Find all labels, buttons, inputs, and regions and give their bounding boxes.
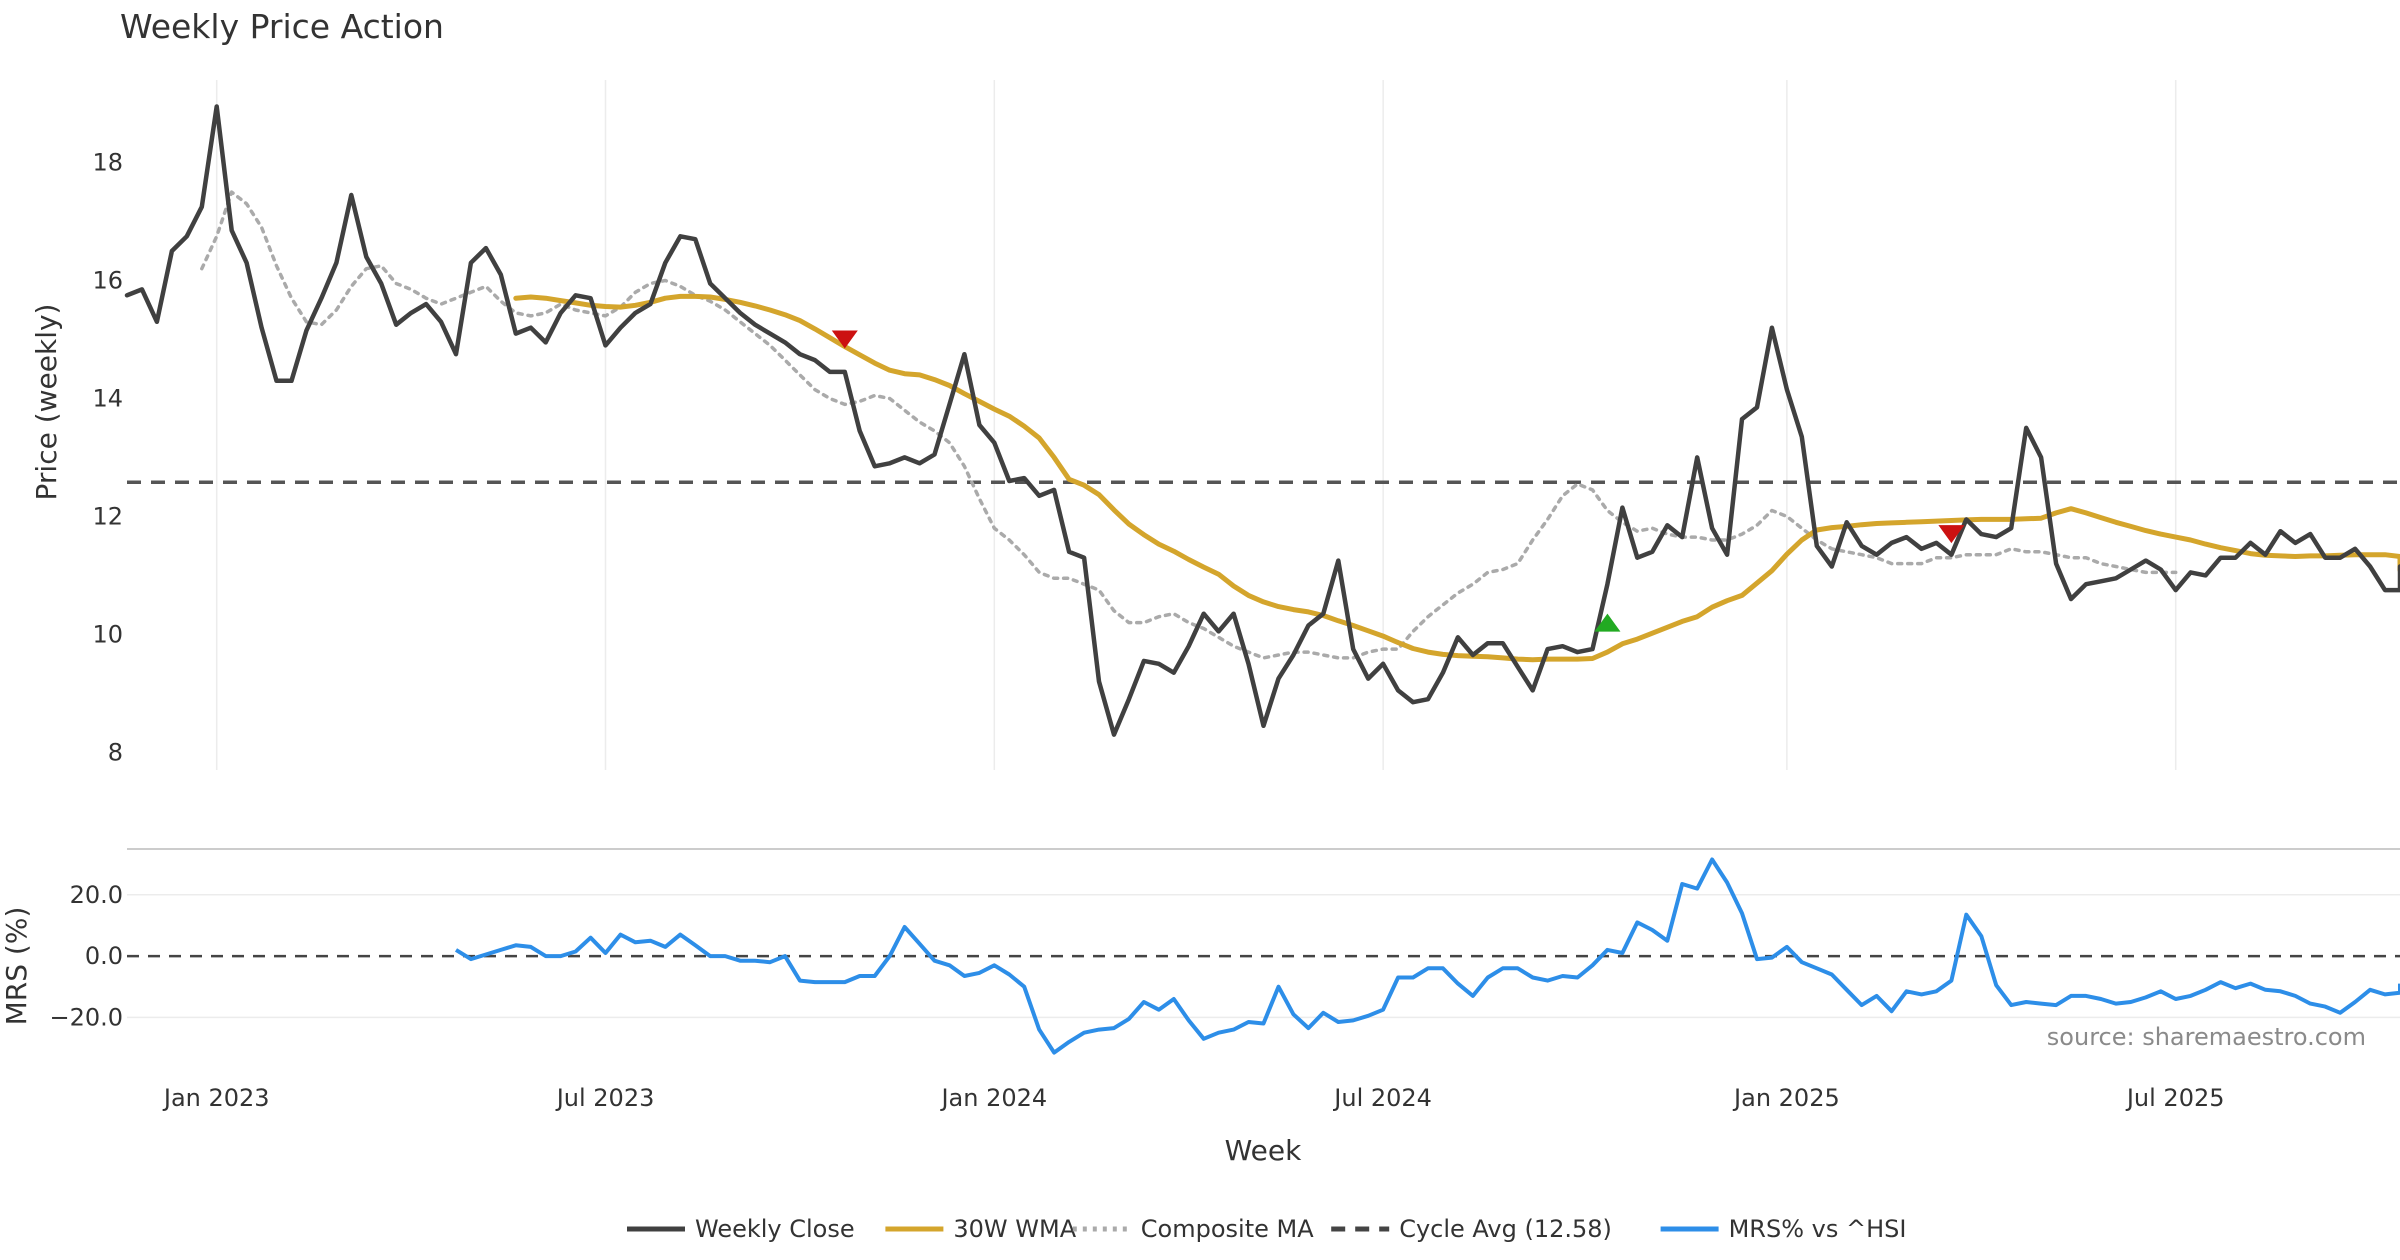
composite-ma-line — [200, 190, 2178, 660]
legend-label: MRS% vs ^HSI — [1729, 1215, 1907, 1243]
price-gridlines — [215, 80, 2177, 770]
legend-item-composite-ma: Composite MA — [1072, 1215, 1314, 1243]
legend-label: Weekly Close — [695, 1215, 855, 1243]
legend-item-weekly-close: Weekly Close — [627, 1215, 855, 1243]
price-panel: 8 10 12 14 16 18 — [92, 80, 2400, 770]
x-axis-ticks: Jan 2023 Jul 2023 Jan 2024 Jul 2024 Jan 2025… — [162, 1084, 2225, 1112]
x-tick-label: Jul 2025 — [2125, 1084, 2225, 1112]
x-tick-label: Jan 2025 — [1732, 1084, 1840, 1112]
price-y-tick-label: 10 — [92, 620, 123, 648]
mrs-y-tick-label: 20.0 — [70, 881, 123, 909]
sell-signal-marker — [1938, 525, 1965, 544]
chart-title: Weekly Price Action — [120, 7, 444, 46]
mrs-y-axis-label: MRS (%) — [0, 907, 33, 1026]
mrs-line — [454, 857, 2400, 1055]
signal-markers — [831, 330, 1965, 632]
x-tick-label: Jan 2023 — [162, 1084, 270, 1112]
legend-item-cycle-avg-12-58: Cycle Avg (12.58) — [1331, 1215, 1612, 1243]
price-y-tick-label: 16 — [92, 267, 123, 295]
source-annotation: source: sharemaestro.com — [2047, 1023, 2366, 1051]
legend-item-mrs-vs-hsi: MRS% vs ^HSI — [1660, 1215, 1907, 1243]
mrs-y-tick-label: 0.0 — [85, 942, 123, 970]
x-tick-label: Jul 2023 — [555, 1084, 655, 1112]
mrs-y-tick-label: −20.0 — [49, 1003, 123, 1031]
legend-item-30w-wma: 30W WMA — [885, 1215, 1077, 1243]
price-y-tick-label: 12 — [92, 502, 123, 530]
x-tick-label: Jan 2024 — [939, 1084, 1047, 1112]
price-y-tick-label: 8 — [108, 738, 123, 766]
legend-label: Composite MA — [1141, 1215, 1314, 1243]
mrs-y-ticks: −20.0 0.0 20.0 — [49, 881, 123, 1032]
buy-signal-marker — [1594, 613, 1621, 632]
x-axis-label: Week — [1225, 1134, 1302, 1167]
x-tick-label: Jul 2024 — [1332, 1084, 1432, 1112]
price-y-tick-label: 14 — [92, 384, 123, 412]
price-series — [124, 104, 2400, 737]
price-y-ticks: 8 10 12 14 16 18 — [92, 149, 123, 767]
weekly-close-line — [124, 104, 2400, 737]
legend-label: 30W WMA — [953, 1215, 1076, 1243]
price-y-tick-label: 18 — [92, 149, 123, 177]
legend: Weekly Close 30W WMA Composite MA Cycle Avg… — [627, 1215, 1906, 1243]
legend-label: Cycle Avg (12.58) — [1399, 1215, 1612, 1243]
mrs-series — [454, 857, 2400, 1055]
mrs-gridlines — [127, 894, 2400, 1019]
30w-wma-line — [513, 293, 2400, 663]
price-y-axis-label: Price (weekly) — [30, 304, 63, 501]
sell-signal-marker — [831, 330, 858, 349]
mrs-panel: −20.0 0.0 20.0 — [49, 857, 2400, 1055]
